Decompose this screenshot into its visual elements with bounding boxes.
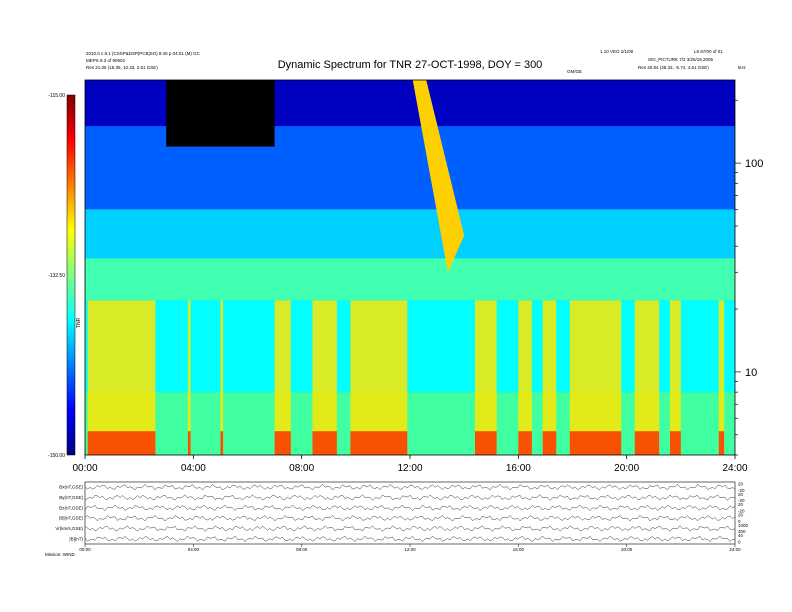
colorbar (66, 94, 76, 456)
colorbar-tick-mid: -132.50 (48, 273, 65, 279)
spec-emission-core (350, 431, 408, 455)
lower-x-tick-label: 12:00 (404, 547, 416, 552)
spec-emission-core (87, 431, 156, 455)
x-tick-label: 20:00 (614, 463, 639, 474)
header-left-line1: 2010.0 v 8.1 (CSSP&DSP|PCB|SO) 8:45 p 04… (86, 51, 201, 56)
lower-x-tick-label: 24:00 (729, 547, 741, 552)
spec-band-lower (85, 300, 735, 393)
lower-row-trace (84, 525, 736, 532)
y-tick-label: 10 (745, 367, 757, 379)
header-right-line3: SIG_PICTURE 7/2 3/25/18,2005 (648, 57, 714, 62)
spec-emission-band (542, 300, 557, 455)
lower-row-label: Bx(nT,GSE) (59, 485, 83, 490)
spectrogram (85, 80, 735, 455)
spec-emission-core (569, 431, 622, 455)
chart-title: Dynamic Spectrum for TNR 27-OCT-1998, DO… (278, 59, 543, 71)
spec-emission-band (634, 300, 660, 455)
lower-row-tick-top: 20 (738, 492, 744, 497)
lower-panel: Bx(nT,GSE)20-20By(nT,GSE)20-20Bz(nT,GSE)… (45, 482, 749, 558)
x-axis: 00:00 04:00 08:00 12:00 16:00 20:00 24:00 (72, 455, 748, 474)
lower-panel-frame (84, 481, 736, 545)
header-right-line2: L5 87/00 of 01 (694, 49, 723, 54)
header-center-small: GM/GE (567, 69, 582, 74)
x-tick-label: 00:00 (72, 463, 97, 474)
lower-row-tick-bottom: -20 (738, 509, 745, 514)
lower-row-tick-bottom: -20 (738, 488, 745, 493)
lower-row-label: |B|(nT) (69, 536, 83, 541)
lower-row-tick-top: 1000 (738, 523, 749, 528)
lower-row-trace (84, 515, 736, 522)
spec-emission-core (634, 431, 660, 455)
x-tick-label: 16:00 (506, 463, 531, 474)
lower-row-tick-top: 20 (738, 482, 744, 487)
spec-emission-core (670, 431, 681, 455)
spec-emission-core (542, 431, 557, 455)
lower-x-tick-label: 16:00 (513, 547, 525, 552)
lower-row-trace (84, 494, 736, 501)
frequency-unit-label: kHz (738, 65, 746, 70)
spec-emission-band (274, 300, 291, 455)
colorbar-tick-max: -115.00 (48, 93, 65, 99)
spec-band-plasma (85, 258, 735, 301)
lower-row-tick-bottom: 0 (738, 540, 741, 545)
spec-emission-core (718, 431, 725, 455)
lower-x-tick-label: 20:00 (621, 547, 633, 552)
lower-row-tick-top: 40 (738, 533, 744, 538)
header-left-line2: MEPS 8.3 of 90902 (86, 58, 126, 63)
y-axis: 10 100 (735, 99, 763, 456)
spec-dark-region (166, 80, 275, 147)
spec-emission-band (518, 300, 532, 455)
lower-row-trace (84, 535, 735, 542)
spec-emission-band (312, 300, 337, 455)
colorbar-label: TNR (76, 317, 82, 328)
lower-row-trace (84, 484, 736, 491)
x-tick-label: 04:00 (181, 463, 206, 474)
spec-emission-band (87, 300, 156, 455)
spec-emission-band (350, 300, 408, 455)
spec-emission-core (187, 431, 191, 455)
spec-band-bottom (85, 392, 735, 455)
spec-emission-band (670, 300, 681, 455)
spec-type3-burst (412, 80, 465, 273)
colorbar-tick-min: -150.00 (48, 453, 65, 459)
header-right-line1: 1.10 VEO 2/1/00 (600, 49, 634, 54)
lower-x-tick-label: 00:00 (79, 547, 91, 552)
lower-row-tick-bottom: -20 (738, 498, 745, 503)
spec-emission-core (274, 431, 291, 455)
lower-x-tick-label: 08:00 (296, 547, 308, 552)
lower-row-label: By(nT,GSE) (59, 495, 83, 500)
lower-row-tick-bottom: 300 (738, 529, 746, 534)
spec-emission-core (220, 431, 224, 455)
spec-emission-band (187, 300, 191, 455)
spec-emission-core (312, 431, 337, 455)
lower-x-tick-label: 04:00 (188, 547, 200, 552)
header-right-line4: Res 40.84 (38.33, -5.74, 4.61 GSE) (638, 65, 709, 70)
spec-emission-band (220, 300, 224, 455)
lower-row-tick-top: 20 (738, 513, 744, 518)
lower-row-label: Vr(km/s,GSE) (55, 526, 83, 531)
spec-emission-core (518, 431, 532, 455)
spec-emission-band (475, 300, 497, 455)
x-tick-label: 24:00 (722, 463, 747, 474)
spec-band-mid (85, 209, 735, 259)
lower-row-label: |B|(nT,GSE) (59, 516, 83, 521)
spec-emission-core (475, 431, 497, 455)
lower-panel-corner-label: Mission: WIND (45, 552, 76, 557)
x-tick-label: 08:00 (289, 463, 314, 474)
lower-row-tick-bottom: 0 (738, 519, 741, 524)
spec-emission-band (718, 300, 725, 455)
lower-row-trace (84, 504, 736, 511)
x-tick-label: 12:00 (397, 463, 422, 474)
lower-row-tick-top: 20 (738, 502, 744, 507)
y-tick-label: 100 (745, 158, 763, 170)
spec-emission-band (569, 300, 622, 455)
lower-row-label: Bz(nT,GSE) (59, 505, 83, 510)
header-left-line3: Res 21.05 (15.35, 10.33, 2.61 GSE) (86, 65, 158, 70)
